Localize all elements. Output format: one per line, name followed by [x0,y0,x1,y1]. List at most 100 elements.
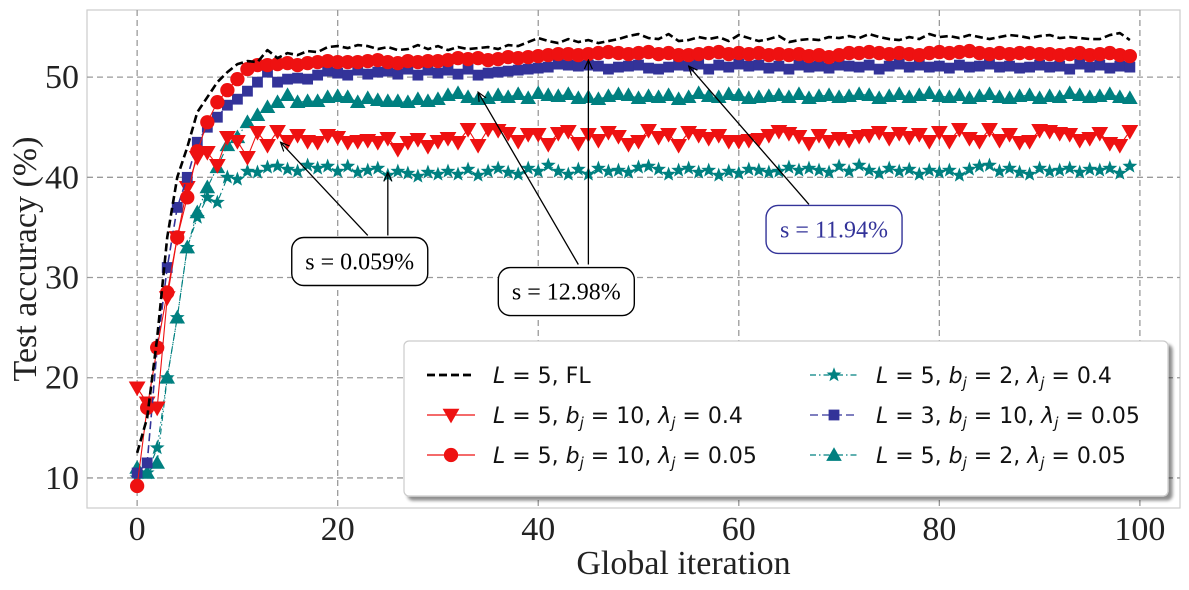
y-axis-title: Test accuracy (%) [7,137,44,382]
data-point [771,87,787,102]
data-point [953,59,965,71]
data-point [611,162,626,177]
data-point [951,87,968,102]
data-point [841,45,857,61]
data-point [562,59,574,71]
data-point [1032,46,1047,62]
data-point [693,58,705,70]
data-point [379,131,397,147]
data-point [160,285,175,300]
data-point [362,68,374,80]
legend-entry: L = 5, bj = 2, λj = 0.4 [810,364,1112,392]
data-point [982,157,997,172]
legend-box [403,340,1169,497]
data-point [863,59,875,71]
data-point [1032,160,1048,175]
data-point [821,87,837,102]
axes: 0 20 40 60 80 100 10 20 30 40 50 Global iteration Te… [7,59,1165,582]
data-point [302,73,314,85]
data-point [1102,160,1118,175]
data-point [981,86,998,101]
data-point [572,60,584,72]
data-point [991,89,1008,104]
data-point [520,160,536,175]
data-point [851,157,867,172]
annotation-1: s = 12.98% [478,60,636,317]
data-point [432,67,444,79]
data-point [1122,90,1138,105]
data-point [633,59,644,71]
data-point [139,465,155,479]
data-point [671,162,687,177]
data-point [180,190,195,205]
data-point [490,160,506,175]
data-point [843,60,855,72]
data-point [720,86,737,101]
data-point [360,162,376,177]
data-point [690,85,707,100]
data-point [623,60,634,72]
data-point [941,162,957,177]
data-point [370,160,386,175]
data-point [551,46,566,62]
x-tick-label: 60 [722,511,756,548]
data-point [349,94,366,109]
y-tick-label: 40 [45,159,79,196]
data-point [149,455,165,469]
data-point [480,163,496,178]
data-point [733,58,745,70]
data-point [962,161,977,176]
data-point [369,135,387,151]
data-point [430,91,446,106]
data-point [159,369,176,384]
data-point [910,127,928,143]
data-point [329,130,347,146]
data-point [660,87,677,102]
data-point [1021,87,1038,102]
data-point [1061,85,1078,100]
data-point [1021,134,1038,150]
data-point [270,158,285,173]
data-point [760,128,778,144]
data-point [831,158,847,173]
data-point [300,157,316,172]
data-point [972,158,987,173]
data-point [630,134,647,150]
data-point [460,89,476,104]
data-point [940,134,958,150]
data-point [1004,60,1015,72]
data-point [339,135,357,151]
legend-label: L = 5, bj = 2, λj = 0.4 [876,364,1112,392]
data-point [460,161,476,176]
data-point [141,457,153,469]
data-point [209,194,225,209]
data-point [891,163,907,178]
data-point [490,87,506,102]
data-point [601,163,616,178]
data-point [781,159,797,174]
data-point [1001,127,1018,143]
data-point [280,161,295,176]
data-point [820,134,838,150]
data-point [800,136,818,152]
data-point [560,86,577,101]
data-point [522,63,534,75]
data-point [911,166,927,181]
annotation-box [765,204,903,255]
data-point [239,150,256,166]
data-point [330,54,345,70]
data-point [1044,61,1056,73]
data-point [1121,124,1139,140]
x-axis-title: Global iteration [576,545,790,582]
data-point [340,158,356,173]
data-point [1071,133,1089,149]
data-point [340,54,355,70]
data-point [743,60,755,72]
data-point [329,88,346,103]
data-point [1072,164,1088,179]
data-point [851,86,867,101]
data-point [540,87,557,102]
data-point [1091,126,1109,142]
data-point [901,161,917,176]
data-point [643,62,654,74]
